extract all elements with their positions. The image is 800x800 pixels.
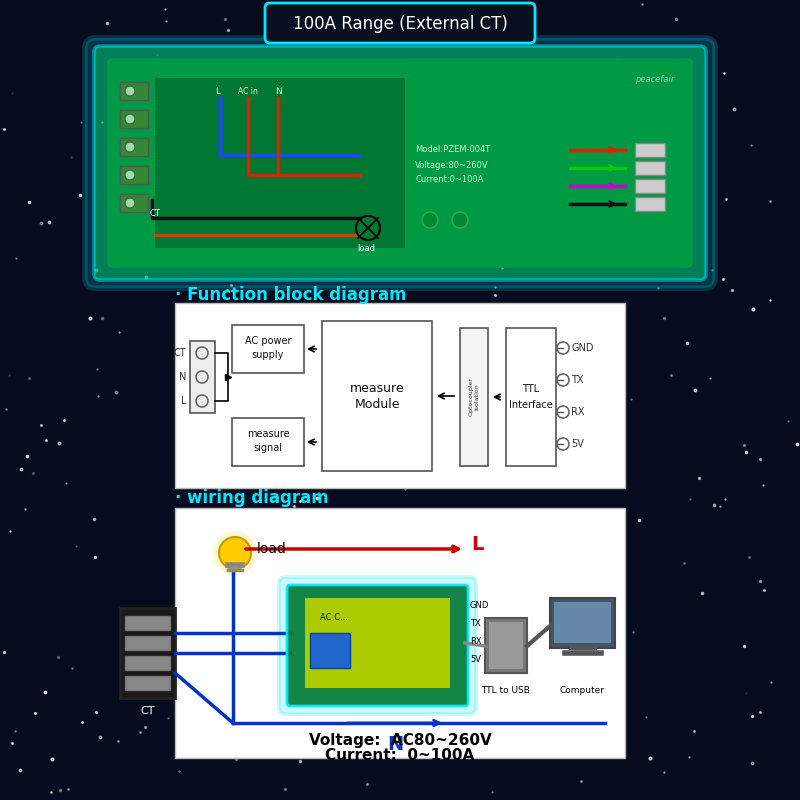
- Text: RX: RX: [470, 638, 482, 646]
- Text: load: load: [357, 244, 375, 253]
- Bar: [190, 341, 215, 413]
- Text: L: L: [181, 396, 186, 406]
- Bar: [120, 138, 148, 156]
- Text: AC power: AC power: [245, 336, 291, 346]
- Bar: [635, 179, 665, 193]
- Text: Model:PZEM-004T: Model:PZEM-004T: [415, 146, 490, 154]
- Text: TTL: TTL: [522, 384, 539, 394]
- Text: supply: supply: [252, 350, 284, 360]
- Bar: [120, 82, 148, 100]
- Bar: [485, 618, 527, 673]
- FancyBboxPatch shape: [287, 585, 468, 706]
- Bar: [175, 508, 625, 758]
- Text: AC C...: AC C...: [320, 614, 348, 622]
- Bar: [232, 325, 304, 373]
- Text: Current:  0~100A: Current: 0~100A: [326, 749, 474, 763]
- FancyBboxPatch shape: [265, 3, 535, 43]
- Bar: [635, 161, 665, 175]
- Bar: [125, 636, 170, 650]
- FancyBboxPatch shape: [279, 577, 476, 714]
- Bar: [322, 321, 432, 471]
- FancyBboxPatch shape: [108, 59, 692, 267]
- Bar: [305, 598, 450, 688]
- Bar: [125, 656, 170, 670]
- Bar: [460, 328, 488, 466]
- Text: L: L: [215, 87, 221, 97]
- Text: 5V: 5V: [470, 655, 481, 665]
- Text: RX: RX: [571, 407, 585, 417]
- FancyBboxPatch shape: [85, 38, 715, 288]
- Bar: [554, 602, 611, 643]
- Text: Optocoupler
isolation: Optocoupler isolation: [469, 378, 479, 417]
- Bar: [125, 676, 170, 690]
- Circle shape: [125, 170, 135, 180]
- Circle shape: [125, 198, 135, 208]
- Text: N: N: [178, 372, 186, 382]
- Circle shape: [125, 114, 135, 124]
- Text: CT: CT: [140, 706, 154, 716]
- Text: N: N: [274, 87, 282, 97]
- Text: TTL to USB: TTL to USB: [482, 686, 530, 695]
- Text: CT: CT: [174, 348, 186, 358]
- FancyBboxPatch shape: [94, 46, 706, 280]
- Bar: [120, 608, 175, 698]
- Circle shape: [452, 212, 468, 228]
- Text: AC in: AC in: [238, 87, 258, 97]
- Text: GND: GND: [571, 343, 594, 353]
- Text: Current:0~100A: Current:0~100A: [415, 175, 483, 185]
- Text: TX: TX: [470, 619, 481, 629]
- Circle shape: [219, 537, 251, 569]
- Bar: [120, 166, 148, 184]
- Circle shape: [213, 531, 257, 575]
- Bar: [310, 633, 350, 668]
- Text: measure: measure: [350, 382, 404, 394]
- Bar: [120, 194, 148, 212]
- Text: 100A Range (External CT): 100A Range (External CT): [293, 15, 507, 33]
- Text: measure: measure: [246, 429, 290, 439]
- Text: · wiring diagram: · wiring diagram: [175, 489, 329, 507]
- Bar: [489, 622, 523, 669]
- Text: load: load: [257, 542, 287, 556]
- Text: Voltage:80~260V: Voltage:80~260V: [415, 161, 489, 170]
- Bar: [175, 303, 625, 488]
- Bar: [550, 598, 615, 648]
- Bar: [125, 616, 170, 630]
- Text: Module: Module: [354, 398, 400, 410]
- Bar: [120, 110, 148, 128]
- Text: Computer: Computer: [560, 686, 605, 695]
- Text: TX: TX: [571, 375, 583, 385]
- Text: GND: GND: [470, 602, 490, 610]
- Bar: [232, 418, 304, 466]
- Circle shape: [125, 86, 135, 96]
- Bar: [635, 197, 665, 211]
- Bar: [635, 143, 665, 157]
- Text: Interface: Interface: [509, 400, 553, 410]
- Bar: [506, 328, 556, 466]
- Bar: [155, 78, 405, 248]
- Text: 5V: 5V: [571, 439, 584, 449]
- Text: peacefair: peacefair: [635, 75, 674, 85]
- Circle shape: [125, 142, 135, 152]
- Text: N: N: [387, 735, 403, 754]
- Text: signal: signal: [254, 443, 282, 453]
- Text: Voltage:  AC80~260V: Voltage: AC80~260V: [309, 733, 491, 747]
- Text: CT: CT: [150, 209, 161, 218]
- Text: · Function block diagram: · Function block diagram: [175, 286, 406, 304]
- Circle shape: [422, 212, 438, 228]
- Text: L: L: [471, 535, 483, 554]
